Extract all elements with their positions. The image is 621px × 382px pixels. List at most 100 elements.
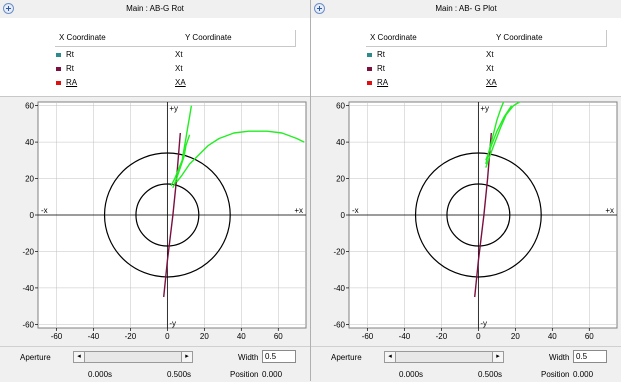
legend-row[interactable]: RA XA	[366, 77, 606, 89]
slider-right-arrow-icon[interactable]: ▸	[492, 352, 503, 362]
start-time: 0.000s	[399, 370, 424, 379]
legend-header: X Coordinate Y Coordinate	[55, 30, 296, 47]
width-label: Width	[238, 353, 259, 362]
characteristic-circle	[414, 152, 542, 278]
y-tick-label: 0	[30, 211, 35, 220]
position-value: 0.000	[573, 370, 594, 379]
legend-row[interactable]: Rt Xt	[366, 63, 606, 75]
x-tick-label: 60	[585, 332, 594, 341]
legend-y-value: Xt	[175, 50, 183, 59]
square-marker-icon	[367, 81, 372, 85]
legend-x-value: RA	[66, 78, 78, 87]
plot-window-right: Main : AB- G Plot X Coordinate Y Coordin…	[311, 0, 621, 382]
legend-y-value: Xt	[175, 64, 183, 73]
y-coordinate-header: Y Coordinate	[185, 33, 232, 42]
plot-window-left: Main : AB-G Rot X Coordinate Y Coordinat…	[0, 0, 310, 382]
y-tick-label: -60	[333, 320, 345, 329]
y-tick-label: 60	[336, 102, 345, 111]
plus-y-label: +y	[169, 104, 178, 113]
y-tick-label: 60	[25, 102, 34, 111]
slider-left-arrow-icon[interactable]: ◂	[385, 352, 396, 362]
x-tick-label: 0	[476, 332, 481, 341]
panel-divider[interactable]	[310, 0, 311, 381]
square-marker-icon	[56, 53, 61, 57]
x-tick-label: 20	[200, 332, 209, 341]
legend-x-value: Rt	[377, 50, 385, 59]
y-tick-label: 20	[25, 175, 34, 184]
width-label: Width	[549, 353, 570, 362]
x-tick-label: 20	[511, 332, 520, 341]
end-time: 0.500s	[478, 370, 503, 379]
plot-marks	[103, 105, 305, 298]
characteristic-circle	[103, 152, 231, 278]
characteristic-circle	[446, 183, 511, 247]
legend-row[interactable]: RA XA	[55, 77, 295, 89]
legend-row[interactable]: Rt Xt	[55, 63, 295, 75]
x-tick-label: -60	[362, 332, 374, 341]
width-input[interactable]: 0.5	[573, 350, 607, 363]
y-tick-label: 0	[341, 211, 346, 220]
aperture-slider[interactable]: ◂ ▸	[384, 351, 504, 363]
aperture-slider[interactable]: ◂ ▸	[73, 351, 193, 363]
impedance-trajectory	[176, 130, 305, 183]
legend-x-value: RA	[377, 78, 389, 87]
x-tick-label: -40	[399, 332, 411, 341]
minus-x-label: -x	[41, 206, 48, 215]
minus-y-label: -y	[480, 319, 487, 328]
y-tick-label: -40	[22, 284, 34, 293]
y-tick-label: -60	[22, 320, 34, 329]
window-title: Main : AB-G Rot	[126, 4, 184, 13]
slider-left-arrow-icon[interactable]: ◂	[74, 352, 85, 362]
x-tick-label: 60	[274, 332, 283, 341]
y-tick-label: 20	[336, 175, 345, 184]
legend-x-value: Rt	[377, 64, 385, 73]
legend-y-value: Xt	[486, 64, 494, 73]
plus-y-label: +y	[480, 104, 489, 113]
x-coordinate-header: X Coordinate	[59, 33, 106, 42]
characteristic-circle	[135, 183, 200, 247]
square-marker-icon	[367, 67, 372, 71]
window-title-bar[interactable]: Main : AB- G Plot	[311, 0, 621, 19]
legend-y-value: XA	[175, 78, 186, 87]
impedance-plot[interactable]: -60 -40 -20 0 20 40 60 60 40 20 0 -20 -40 -60 +y -y -x +x	[311, 96, 621, 346]
square-marker-icon	[367, 53, 372, 57]
position-label: Position	[230, 370, 259, 379]
x-tick-label: 0	[165, 332, 170, 341]
impedance-trajectory	[485, 105, 513, 161]
impedance-plot[interactable]: -60 -40 -20 0 20 40 60 60 40 20 0 -20 -40 -60 +y -y -x +x	[0, 96, 310, 346]
window-title-bar[interactable]: Main : AB-G Rot	[0, 0, 310, 19]
window-menu-icon[interactable]	[3, 3, 14, 14]
window-title: Main : AB- G Plot	[435, 4, 497, 13]
line-impedance-trace	[474, 132, 492, 298]
x-tick-label: -20	[125, 332, 137, 341]
minus-y-label: -y	[169, 319, 176, 328]
impedance-trajectory	[170, 105, 193, 187]
window-menu-icon[interactable]	[314, 3, 325, 14]
legend-table: X Coordinate Y Coordinate Rt Xt Rt Xt RA…	[0, 18, 310, 97]
aperture-bar: Aperture ◂ ▸ Width 0.5 0.000s 0.500s Pos…	[311, 346, 621, 382]
slider-right-arrow-icon[interactable]: ▸	[181, 352, 192, 362]
y-tick-label: 40	[336, 138, 345, 147]
x-tick-label: 40	[237, 332, 246, 341]
aperture-label: Aperture	[331, 353, 362, 362]
legend-table: X Coordinate Y Coordinate Rt Xt Rt Xt RA…	[311, 18, 621, 97]
legend-y-value: XA	[486, 78, 497, 87]
square-marker-icon	[56, 67, 61, 71]
y-tick-label: -20	[333, 247, 345, 256]
square-marker-icon	[56, 81, 61, 85]
line-impedance-trace	[163, 132, 181, 298]
legend-row[interactable]: Rt Xt	[366, 49, 606, 61]
impedance-trajectory	[172, 134, 191, 188]
legend-row[interactable]: Rt Xt	[55, 49, 295, 61]
end-time: 0.500s	[167, 370, 192, 379]
y-tick-label: -40	[333, 284, 345, 293]
start-time: 0.000s	[88, 370, 113, 379]
y-tick-label: 40	[25, 138, 34, 147]
minus-x-label: -x	[352, 206, 359, 215]
plus-x-label: +x	[605, 206, 614, 215]
x-tick-label: -40	[88, 332, 100, 341]
aperture-bar: Aperture ◂ ▸ Width 0.5 0.000s 0.500s Pos…	[0, 346, 310, 382]
impedance-trajectory	[485, 102, 522, 168]
x-tick-label: 40	[548, 332, 557, 341]
width-input[interactable]: 0.5	[262, 350, 296, 363]
